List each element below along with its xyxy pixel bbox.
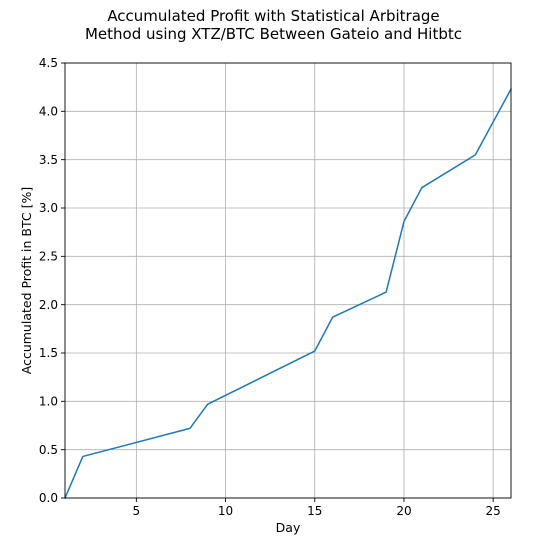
x-axis-ticks: 5 10 15 20 25 [133,498,501,518]
x-axis-label: Day [276,520,301,535]
y-axis-label: Accumulated Profit in BTC [%] [19,187,34,375]
series-line [64,88,513,499]
x-tick-label: 25 [486,504,501,518]
plot-area-frame [64,62,512,499]
x-tick-label: 5 [133,504,141,518]
y-tick-label: 3.0 [39,201,58,215]
series-layer [64,88,513,499]
y-tick-label: 2.0 [39,298,58,312]
y-tick-label: 0.0 [39,491,58,505]
x-tick-label: 20 [396,504,411,518]
chart-title: Accumulated Profit with Statistical Arbi… [0,7,547,43]
grid-lines [65,62,511,499]
y-tick-label: 0.5 [39,443,58,457]
y-tick-label: 2.5 [39,250,58,264]
y-tick-label: 3.5 [39,153,58,167]
x-tick-label: 10 [218,504,233,518]
y-tick-label: 4.5 [39,56,58,70]
chart-title-line-1: Accumulated Profit with Statistical Arbi… [107,7,440,25]
y-axis-ticks: 0.0 0.5 1.0 1.5 2.0 2.5 3.0 3.5 4.0 4.5 [39,56,65,505]
chart-title-line-2: Method using XTZ/BTC Between Gateio and … [84,25,463,43]
y-tick-label: 1.5 [39,346,58,360]
x-tick-label: 15 [307,504,322,518]
y-tick-label: 1.0 [39,395,58,409]
y-tick-label: 4.0 [39,105,58,119]
